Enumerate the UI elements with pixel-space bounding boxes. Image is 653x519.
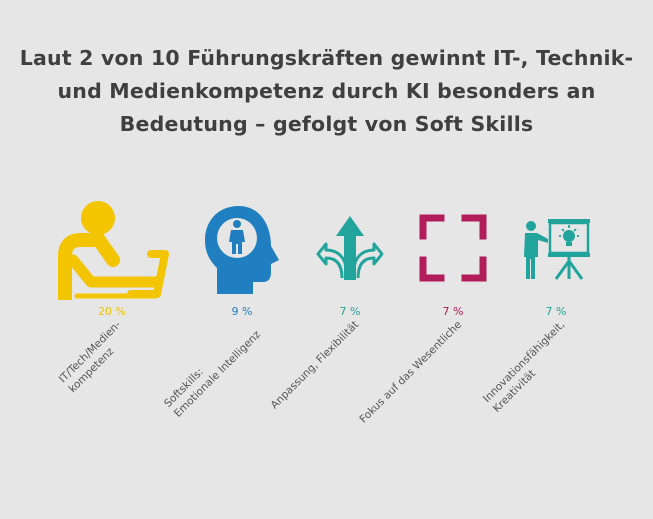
- title-line-2: und Medienkompetenz durch KI besonders a…: [57, 79, 596, 103]
- focus-frame-icon: [419, 214, 487, 282]
- category-label: Innovationsfähigkeit, Kreativität: [480, 318, 578, 416]
- title-line-1: Laut 2 von 10 Führungskräften gewinnt IT…: [19, 46, 634, 70]
- laptop-user-icon: [58, 201, 169, 300]
- value-label: 7 %: [339, 305, 361, 318]
- title-line-3: Bedeutung – gefolgt von Soft Skills: [119, 112, 534, 136]
- head-person-icon: [205, 206, 279, 294]
- presentation-idea-icon: [524, 219, 590, 280]
- value-label: 7 %: [545, 305, 567, 318]
- category-label: Anpassung, Flexibilität: [268, 318, 362, 412]
- value-label: 20 %: [98, 305, 126, 318]
- category-label: Fokus auf das Wesentliche: [357, 318, 465, 426]
- category-label-line: Anpassung, Flexibilität: [268, 318, 362, 412]
- category-label-line: Emotionale Intelligenz: [171, 328, 264, 420]
- chart-title: Laut 2 von 10 Führungskräften gewinnt IT…: [10, 42, 643, 141]
- split-arrows-icon: [316, 216, 384, 280]
- category-label-line: Innovationsfähigkeit,: [480, 318, 568, 405]
- category-label: Softskills: Emotionale Intelligenz: [161, 318, 263, 420]
- category-label-line: Softskills:: [161, 366, 206, 410]
- category-label: IT/Tech/Medien-kompetenz: [56, 318, 134, 396]
- category-label-line: Fokus auf das Wesentliche: [357, 318, 465, 426]
- value-label: 7 %: [442, 305, 464, 318]
- value-label: 9 %: [231, 305, 253, 318]
